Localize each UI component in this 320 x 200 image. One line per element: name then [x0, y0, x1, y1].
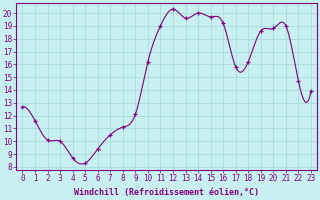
- X-axis label: Windchill (Refroidissement éolien,°C): Windchill (Refroidissement éolien,°C): [74, 188, 259, 197]
